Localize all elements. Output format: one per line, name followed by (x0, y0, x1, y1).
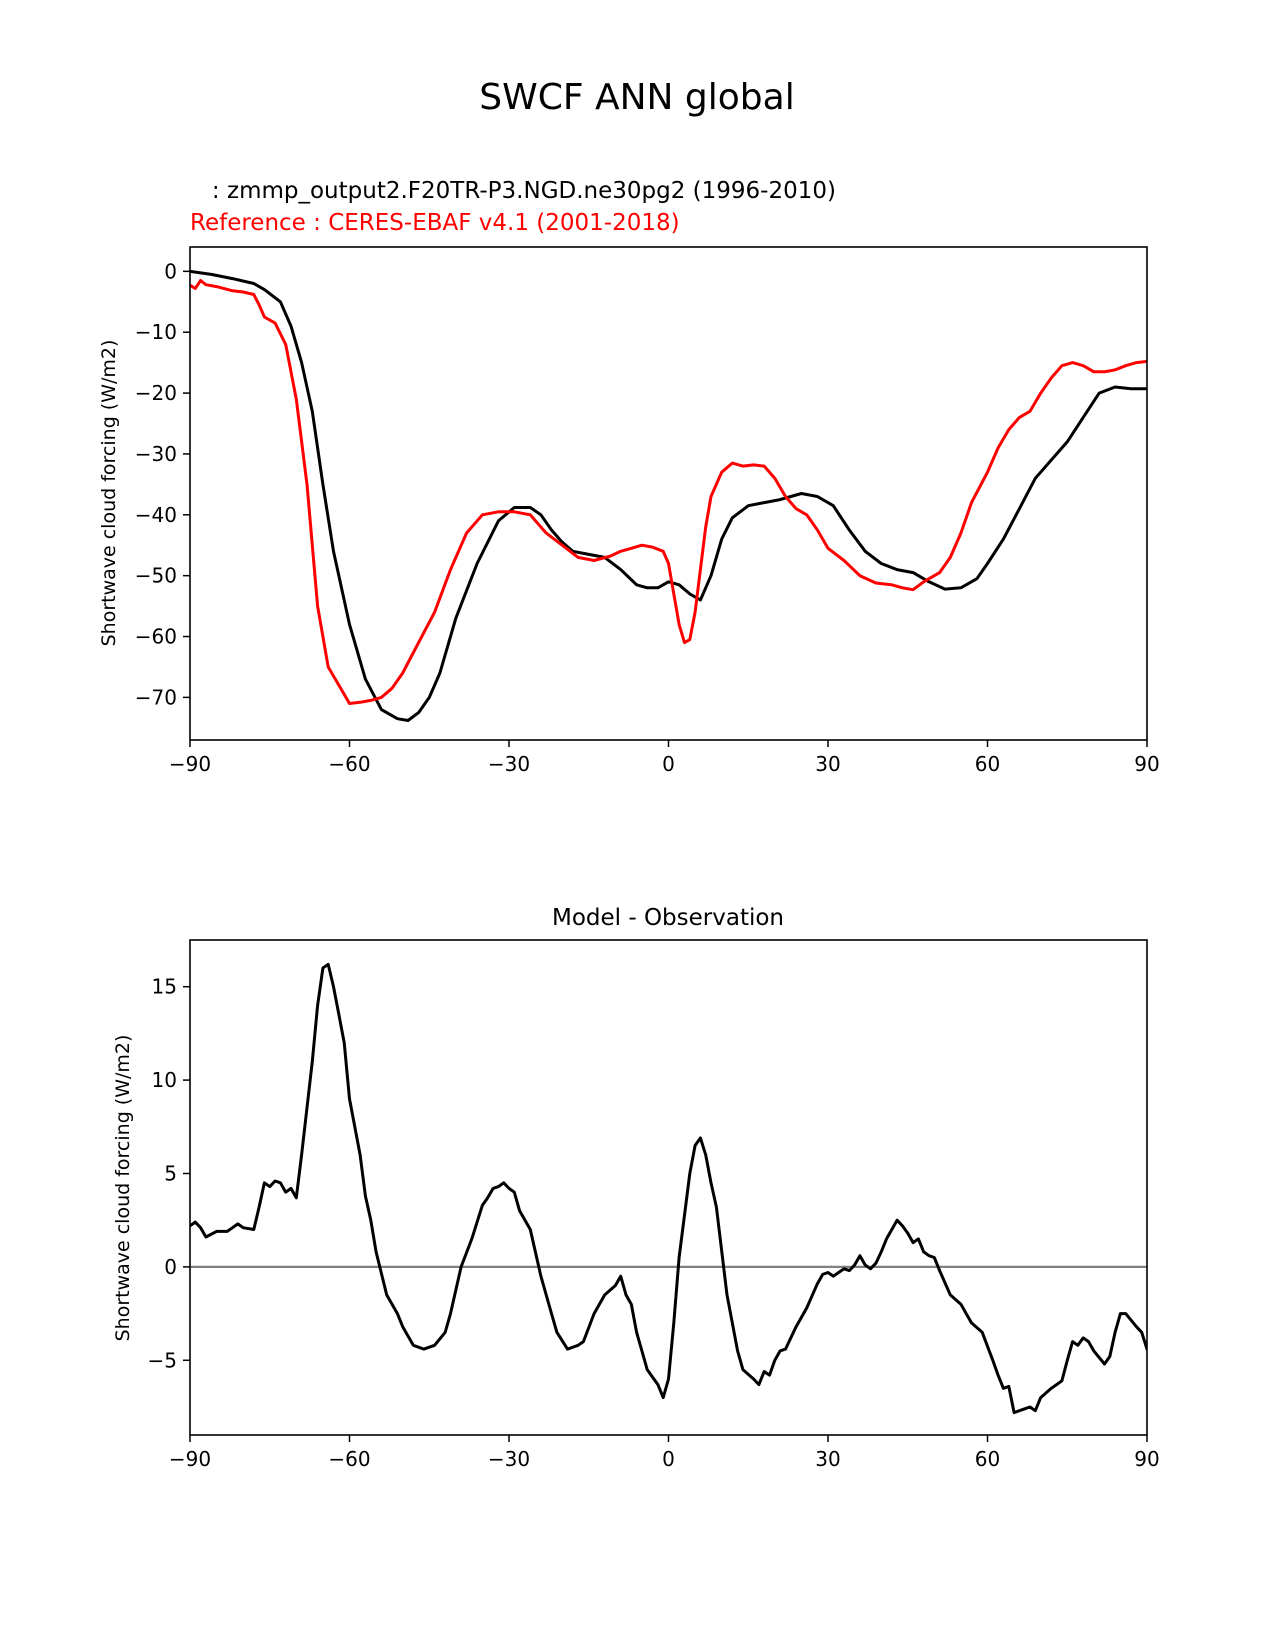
lower-x-tick-label: 60 (975, 1447, 1000, 1471)
lower-y-tick-label: −5 (148, 1348, 177, 1372)
reference-legend-label: Reference : CERES-EBAF v4.1 (2001-2018) (190, 210, 680, 236)
lower-x-tick-label: 0 (662, 1447, 675, 1471)
upper-y-tick-label: −60 (135, 625, 177, 649)
upper-ticks: −90 −60 −30 0 30 60 90 0 −10 −20 −30 −40 −50 −60 −70 (135, 259, 1160, 776)
lower-y-tick-label: 15 (152, 975, 177, 999)
upper-x-tick-label: −60 (328, 752, 370, 776)
upper-y-tick-label: −20 (135, 381, 177, 405)
lower-x-tick-label: −60 (328, 1447, 370, 1471)
upper-y-tick-label: −10 (135, 320, 177, 344)
lower-x-tick-label: 90 (1134, 1447, 1159, 1471)
upper-y-tick-label: −70 (135, 685, 177, 709)
lower-x-tick-label: 30 (815, 1447, 840, 1471)
upper-y-tick-label: −50 (135, 564, 177, 588)
upper-y-tick-label: 0 (164, 259, 177, 283)
upper-series-reference (190, 279, 1147, 705)
upper-series-test (190, 269, 1147, 722)
upper-y-tick-label: −30 (135, 442, 177, 466)
lower-y-axis-label: Shortwave cloud forcing (W/m2) (112, 1035, 134, 1342)
lower-y-tick-label: 10 (152, 1068, 177, 1092)
upper-x-tick-label: 0 (662, 752, 675, 776)
upper-series-group (190, 269, 1147, 722)
upper-panel: −90 −60 −30 0 30 60 90 0 −10 −20 −30 −40 −50 −60 −70 S… (98, 246, 1160, 776)
upper-y-tick-label: −40 (135, 503, 177, 527)
upper-x-tick-label: 60 (975, 752, 1000, 776)
lower-series-group (190, 962, 1147, 1415)
lower-y-tick-label: 5 (164, 1161, 177, 1185)
lower-panel: −90 −60 −30 0 30 60 90 15 10 5 0 −5 Shortwave cloud… (112, 939, 1160, 1471)
test-legend-label: : zmmp_output2.F20TR-P3.NGD.ne30pg2 (199… (190, 178, 836, 204)
lower-x-tick-label: −90 (169, 1447, 211, 1471)
upper-x-tick-label: 30 (815, 752, 840, 776)
lower-panel-title: Model - Observation (552, 905, 784, 931)
upper-x-tick-label: 90 (1134, 752, 1159, 776)
lower-ticks: −90 −60 −30 0 30 60 90 15 10 5 0 −5 (148, 975, 1160, 1471)
lower-series-difference (190, 962, 1147, 1415)
figure-title: SWCF ANN global (479, 77, 794, 118)
upper-x-tick-label: −90 (169, 752, 211, 776)
upper-y-axis-label: Shortwave cloud forcing (W/m2) (98, 340, 120, 647)
lower-y-tick-label: 0 (164, 1255, 177, 1279)
upper-x-tick-label: −30 (488, 752, 530, 776)
lower-x-tick-label: −30 (488, 1447, 530, 1471)
